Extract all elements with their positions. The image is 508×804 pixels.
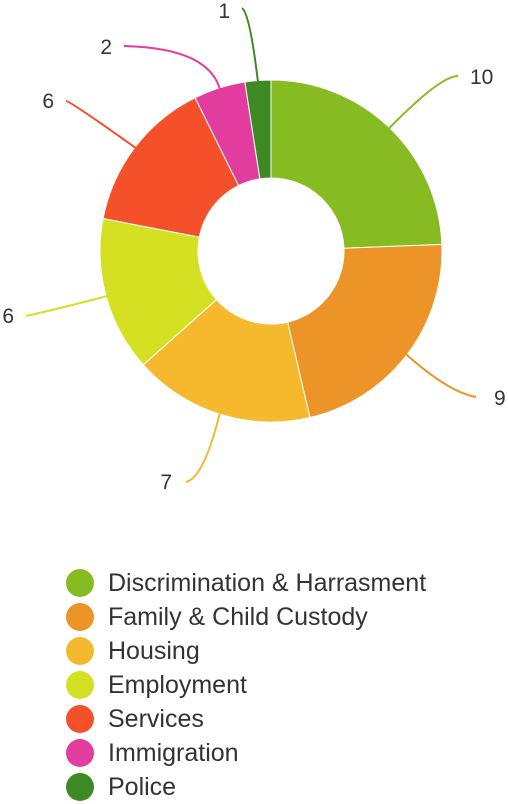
leader-lines <box>25 7 477 483</box>
data-label-discrimination-and-harrasment: 10 <box>470 66 493 89</box>
leader-line-immigration <box>123 45 222 92</box>
legend-label-family-and-child-custody: Family & Child Custody <box>108 602 368 631</box>
leader-line-services <box>65 100 138 150</box>
legend-swatch-immigration <box>66 739 94 767</box>
legend-label-housing: Housing <box>108 636 200 665</box>
data-label-employment: 6 <box>2 305 14 328</box>
leader-line-police <box>241 7 260 84</box>
leader-line-discrimination-and-harrasment <box>386 75 459 131</box>
legend-swatch-housing <box>66 637 94 665</box>
donut-chart: 10 9 7 6 6 2 1 <box>2 0 505 494</box>
slice-labels: 10 9 7 6 6 2 1 <box>2 0 505 494</box>
slice-services[interactable] <box>102 97 240 238</box>
slice-family-and-child-custody[interactable] <box>287 243 443 419</box>
legend-swatch-discrimination-and-harrasment <box>66 569 94 597</box>
data-label-immigration: 2 <box>100 36 112 59</box>
legend-item-employment[interactable]: Employment <box>66 668 426 702</box>
leader-line-housing <box>185 410 222 483</box>
legend-item-housing[interactable]: Housing <box>66 634 426 668</box>
legend-swatch-services <box>66 705 94 733</box>
legend-label-services: Services <box>108 704 204 733</box>
slice-housing[interactable] <box>142 298 311 423</box>
legend-swatch-family-and-child-custody <box>66 603 94 631</box>
leader-line-family-and-child-custody <box>403 352 477 398</box>
legend-label-discrimination-and-harrasment: Discrimination & Harrasment <box>108 568 427 597</box>
legend-label-employment: Employment <box>108 670 247 699</box>
legend-label-immigration: Immigration <box>108 738 239 767</box>
legend-swatch-employment <box>66 671 94 699</box>
legend-item-police[interactable]: Police <box>66 770 426 804</box>
slice-employment[interactable] <box>99 217 218 366</box>
data-label-housing: 7 <box>160 471 172 494</box>
legend-label-police: Police <box>108 772 177 801</box>
data-label-family-and-child-custody: 9 <box>494 387 506 410</box>
legend-item-family-and-child-custody[interactable]: Family & Child Custody <box>66 600 426 634</box>
legend-item-immigration[interactable]: Immigration <box>66 736 426 770</box>
legend-item-discrimination-and-harrasment[interactable]: Discrimination & Harrasment <box>66 566 426 600</box>
legend: Discrimination & Harrasment Family & Chil… <box>66 566 426 804</box>
legend-item-services[interactable]: Services <box>66 702 426 736</box>
leader-line-employment <box>25 294 110 317</box>
slice-discrimination-and-harrasment[interactable] <box>270 79 443 249</box>
data-label-services: 6 <box>42 90 54 113</box>
slices <box>99 79 443 423</box>
legend-swatch-police <box>66 773 94 801</box>
data-label-police: 1 <box>218 0 230 23</box>
slice-police[interactable] <box>244 79 272 180</box>
